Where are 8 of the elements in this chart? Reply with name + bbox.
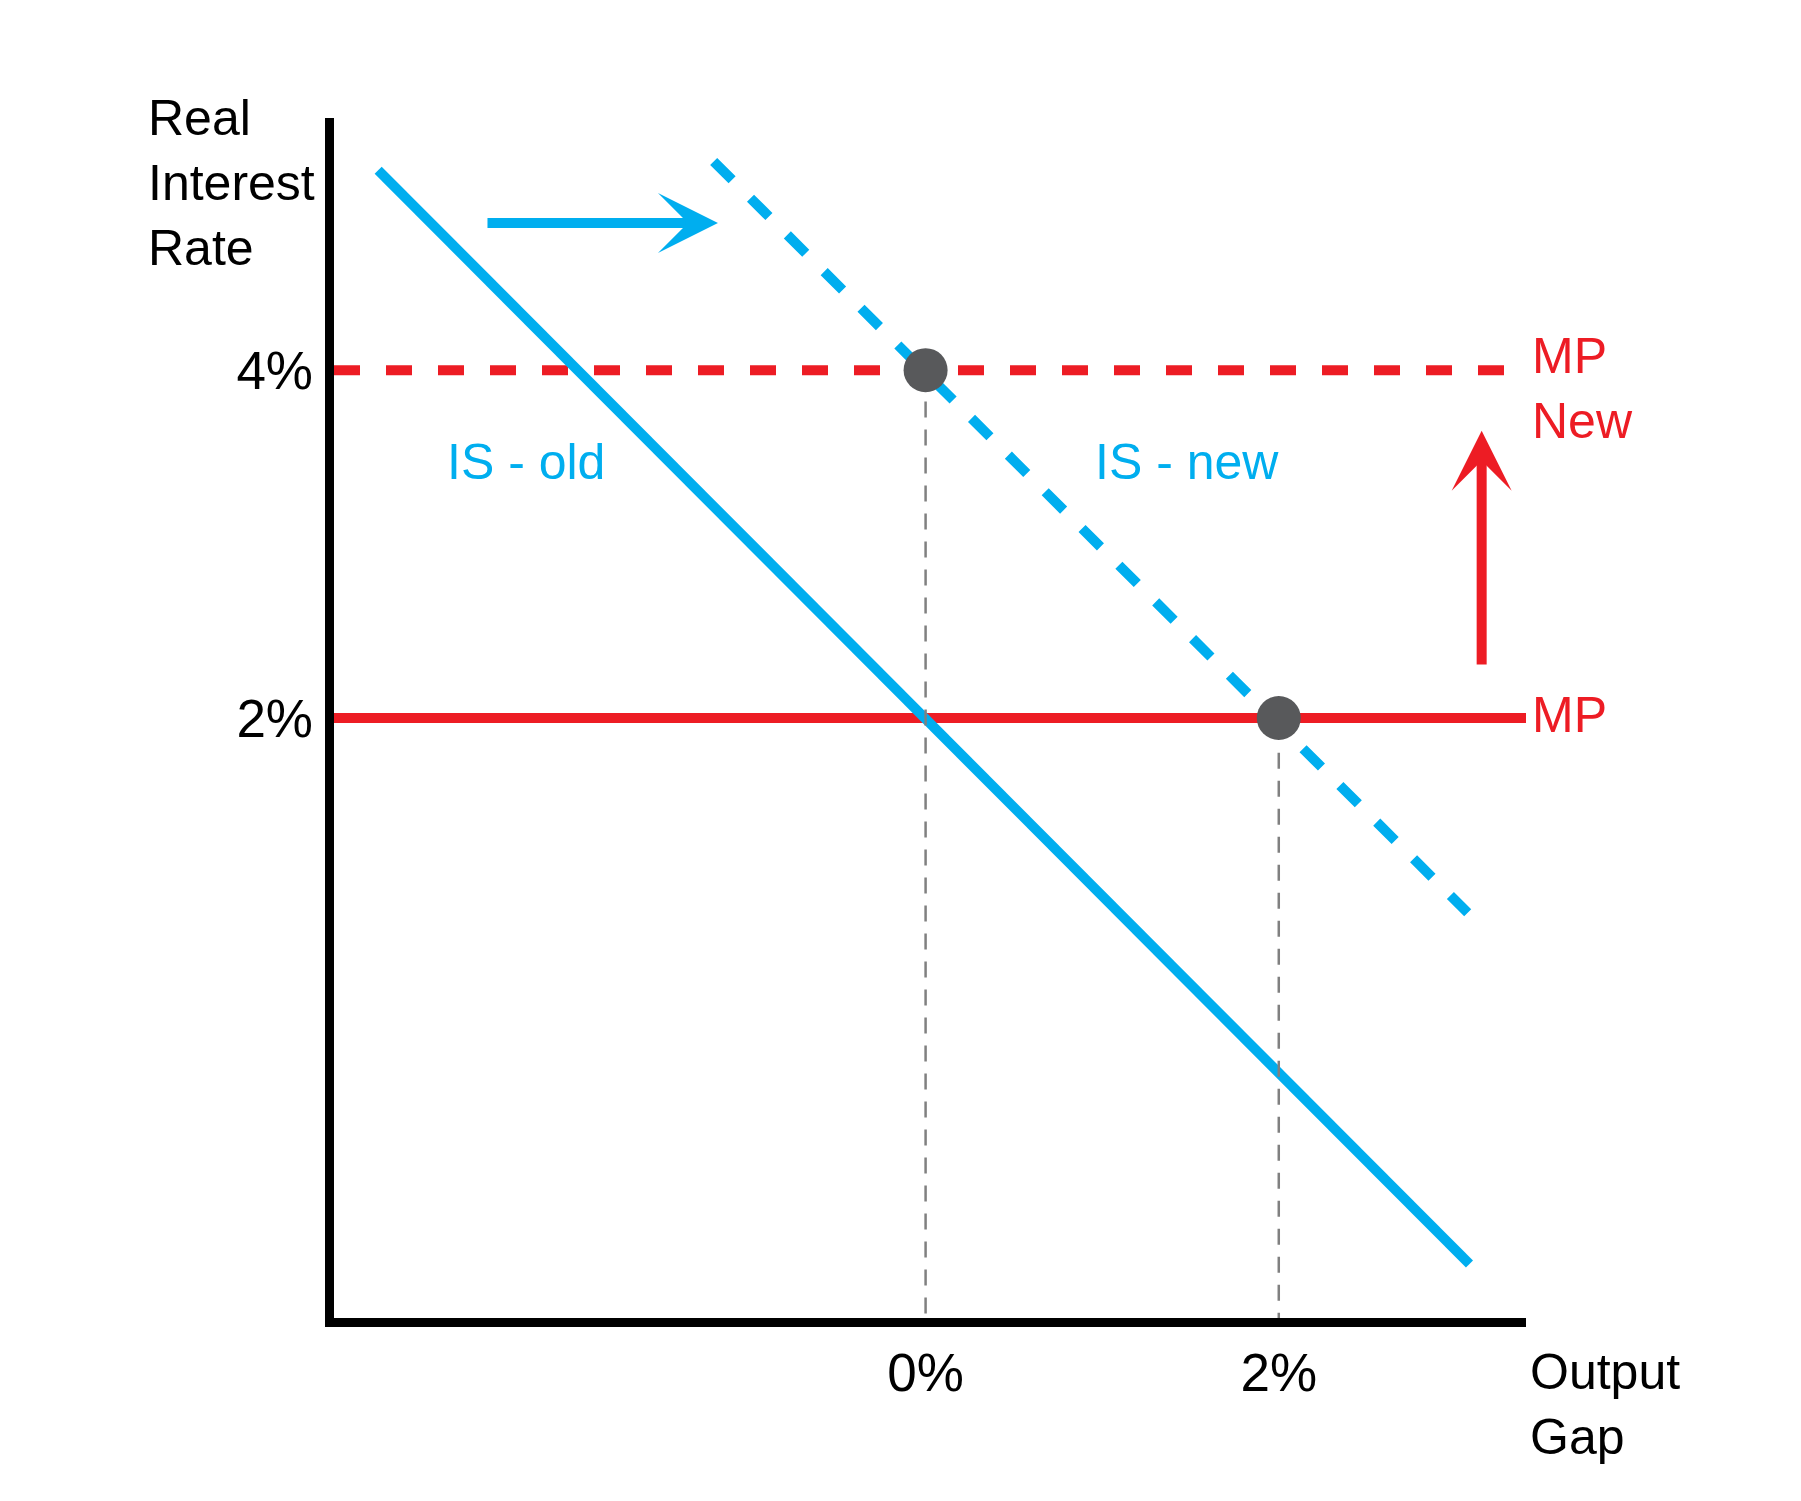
x-axis-title: Output Gap	[1530, 1344, 1681, 1465]
y-axis-title: Real Interest Rate	[148, 90, 315, 276]
ref-line-label: MP	[1532, 687, 1607, 743]
series-label: IS - new	[1095, 434, 1280, 490]
y-tick-label: 4%	[236, 340, 313, 400]
x-tick-label: 0%	[887, 1342, 964, 1402]
series-label: IS - old	[447, 434, 606, 490]
ref-line-label: MP New	[1532, 328, 1633, 449]
